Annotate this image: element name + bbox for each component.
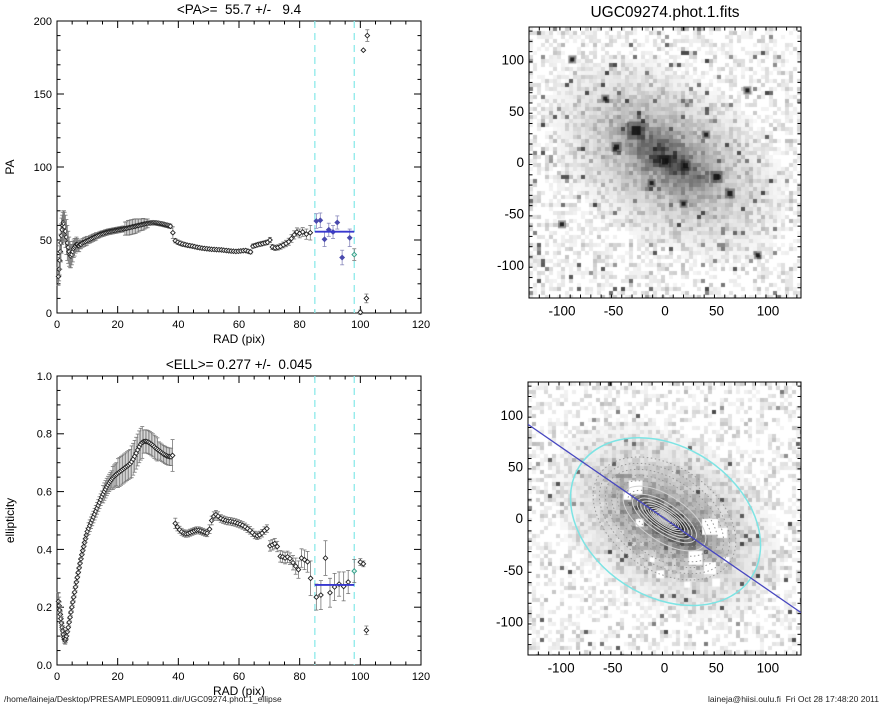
svg-text:0.2: 0.2: [37, 602, 52, 614]
galaxy-fit-image-axes: -100 -50 0 50 100 -100 -50 0 50 100: [496, 381, 802, 676]
galaxy-image-canvas: [529, 27, 801, 298]
galaxy-fit-image-panel: -100 -50 0 50 100 -100 -50 0 50 100: [443, 360, 885, 708]
svg-text:100: 100: [351, 671, 369, 683]
svg-text:60: 60: [233, 671, 245, 683]
galaxy-image-panel: -100 -50 0 50 100 -100 -50 0 50 100 UGC09274.phot.…: [443, 0, 885, 355]
svg-text:-50: -50: [503, 563, 523, 578]
svg-text:100: 100: [757, 304, 780, 319]
svg-text:0: 0: [661, 304, 669, 319]
ellipticity-profile-panel: 0 20 40 60 80 100 120 0.0 0.2 0.4 0.6 0.8 1.0 <ELL>= …: [0, 355, 442, 708]
pa-profile-panel: 0 20 40 60 80 100 120 0 50 100 150 200 <PA>= 55.7 +/…: [0, 0, 442, 355]
svg-text:100: 100: [500, 408, 523, 423]
svg-text:50: 50: [508, 460, 523, 475]
svg-text:-100: -100: [496, 615, 523, 630]
svg-text:50: 50: [40, 235, 52, 247]
svg-text:50: 50: [709, 661, 724, 676]
svg-text:-50: -50: [603, 661, 623, 676]
pa-profile-plot: 0 20 40 60 80 100 120 0 50 100 150 200 <PA>= 55.7 +/…: [3, 2, 430, 346]
svg-text:100: 100: [757, 661, 780, 676]
svg-text:120: 120: [412, 671, 430, 683]
svg-text:150: 150: [34, 89, 52, 101]
svg-text:-100: -100: [548, 304, 575, 319]
svg-text:0: 0: [515, 511, 523, 526]
svg-text:200: 200: [34, 16, 52, 28]
svg-text:RAD (pix): RAD (pix): [213, 332, 265, 346]
svg-text:PA: PA: [3, 159, 17, 174]
svg-text:RAD (pix): RAD (pix): [213, 684, 265, 698]
svg-text:-100: -100: [497, 258, 524, 273]
galaxy-image-axes: -100 -50 0 50 100 -100 -50 0 50 100 UGC09274.phot.…: [497, 4, 802, 319]
svg-text:0: 0: [54, 671, 60, 683]
output-file-path: /home/laineja/Desktop/PRESAMPLE090911.di…: [4, 694, 282, 704]
svg-text:20: 20: [112, 319, 124, 331]
svg-text:100: 100: [501, 53, 524, 68]
svg-text:50: 50: [709, 304, 724, 319]
svg-text:<PA>= 55.7 +/- 9.4: <PA>= 55.7 +/- 9.4: [177, 2, 302, 17]
svg-text:0.0: 0.0: [37, 660, 52, 672]
svg-text:UGC09274.phot.1.fits: UGC09274.phot.1.fits: [590, 4, 739, 21]
svg-text:40: 40: [172, 319, 184, 331]
svg-text:<ELL>= 0.277 +/- 0.045: <ELL>= 0.277 +/- 0.045: [166, 357, 312, 372]
svg-text:120: 120: [412, 319, 430, 331]
svg-text:0: 0: [46, 308, 52, 320]
svg-text:0.4: 0.4: [37, 544, 52, 556]
svg-text:80: 80: [294, 319, 306, 331]
svg-text:ellipticity: ellipticity: [3, 498, 17, 543]
user-host-timestamp: laineja@hiisi.oulu.fi Fri Oct 28 17:48:2…: [707, 694, 879, 704]
ellipticity-profile-plot: 0 20 40 60 80 100 120 0.0 0.2 0.4 0.6 0.8 1.0 <ELL>= …: [3, 357, 430, 698]
svg-text:0: 0: [661, 661, 669, 676]
svg-text:60: 60: [233, 319, 245, 331]
svg-text:-50: -50: [504, 207, 524, 222]
svg-text:80: 80: [294, 671, 306, 683]
svg-text:50: 50: [509, 104, 524, 119]
svg-text:0: 0: [516, 155, 524, 170]
svg-text:100: 100: [351, 319, 369, 331]
svg-text:1.0: 1.0: [37, 371, 52, 383]
svg-text:40: 40: [172, 671, 184, 683]
svg-text:0.6: 0.6: [37, 486, 52, 498]
svg-text:20: 20: [112, 671, 124, 683]
svg-text:0: 0: [54, 319, 60, 331]
svg-text:100: 100: [34, 162, 52, 174]
svg-text:-100: -100: [548, 661, 575, 676]
svg-text:-50: -50: [604, 304, 624, 319]
svg-text:0.8: 0.8: [37, 429, 52, 441]
